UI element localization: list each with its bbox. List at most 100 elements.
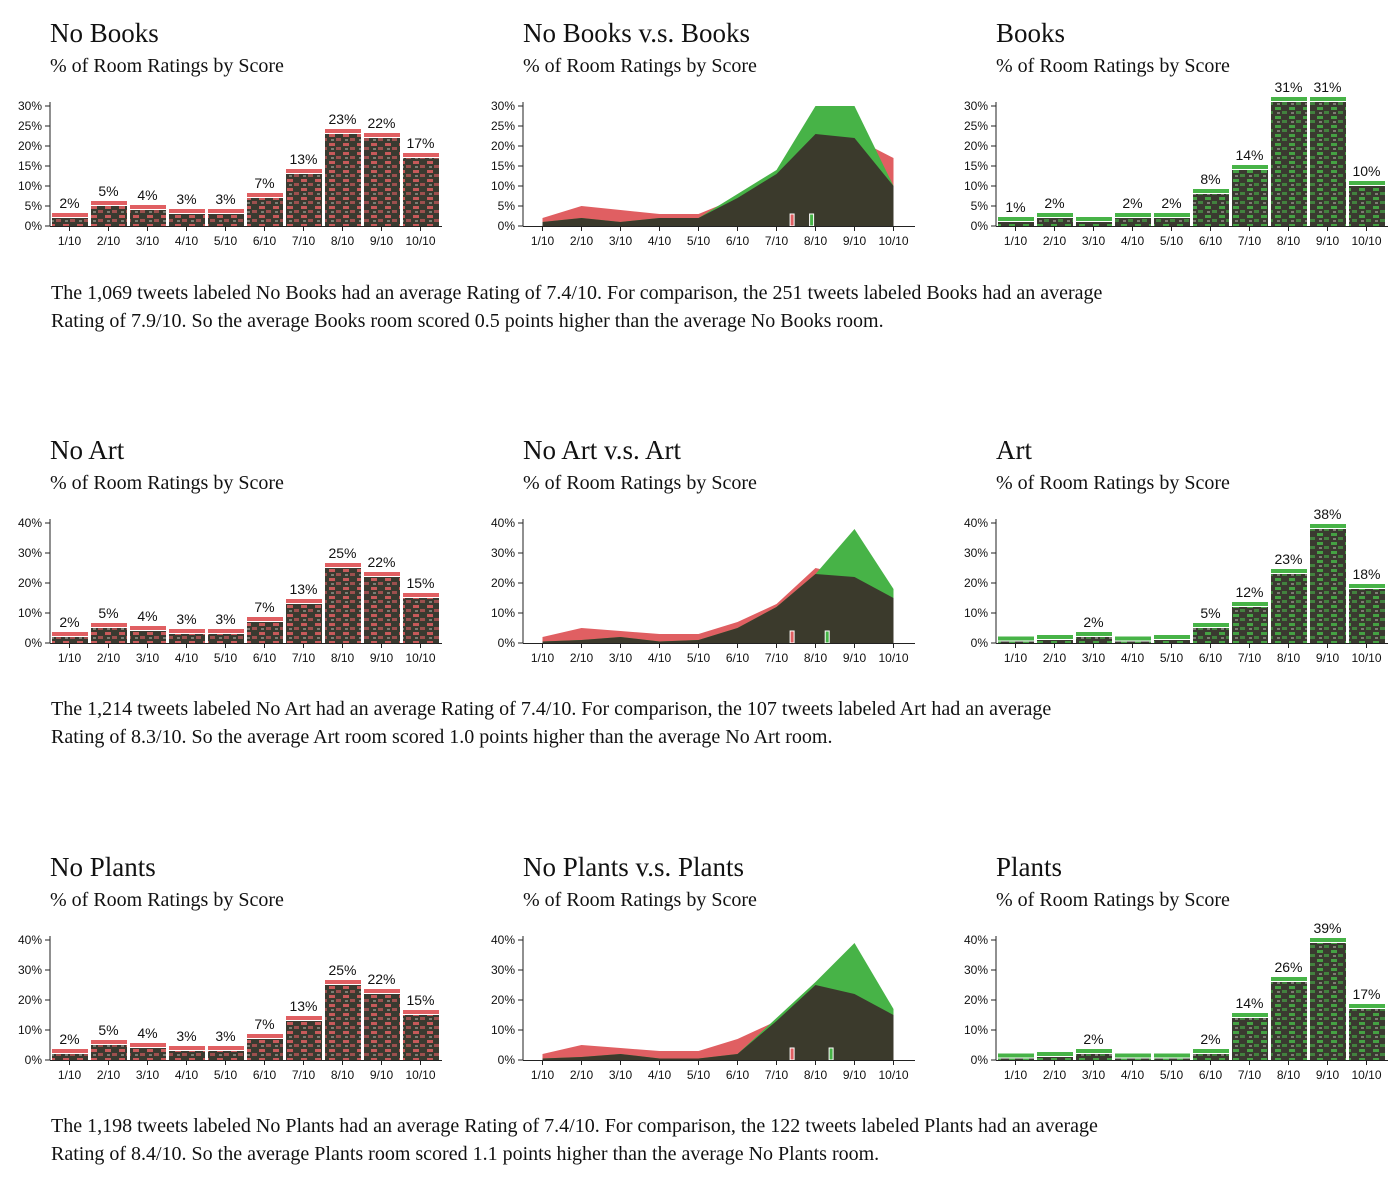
y-tick-label: 15% [964,159,988,173]
data-label: 14% [1235,995,1263,1011]
y-tick-label: 10% [18,1023,42,1037]
x-tick-label: 3/10 [1082,651,1106,665]
x-tick-label: 6/10 [253,1068,277,1082]
data-label: 5% [98,183,118,199]
data-label: 3% [176,1028,196,1044]
bar-cap [130,626,166,630]
x-tick-label: 8/10 [331,234,355,248]
data-label: 15% [406,575,434,591]
x-tick-label: 4/10 [648,234,672,248]
bar [1310,943,1346,1060]
bar [364,138,400,226]
bar-cap [1115,1053,1151,1058]
x-tick-label: 8/10 [1277,1068,1301,1082]
data-label: 38% [1313,506,1341,522]
y-tick-label: 30% [491,99,515,113]
summary-text: The 1,198 tweets labeled No Plants had a… [51,1112,1351,1168]
x-tick-label: 3/10 [136,651,160,665]
mean-marker [789,630,795,644]
chart-title: No Art v.s. Art [523,435,682,465]
bar-cap [1271,569,1307,573]
y-tick-label: 20% [18,576,42,590]
x-tick-label: 8/10 [331,1068,355,1082]
x-tick-label: 4/10 [175,651,199,665]
x-tick-label: 10/10 [405,234,435,248]
chart-subtitle: % of Room Ratings by Score [50,55,284,77]
bar [403,1015,439,1060]
summary-line: The 1,198 tweets labeled No Plants had a… [51,1115,1098,1137]
y-tick-label: 20% [18,993,42,1007]
x-tick-label: 1/10 [1004,234,1028,248]
y-tick-label: 20% [491,576,515,590]
bar-cap [325,563,361,567]
y-tick-label: 40% [964,933,988,947]
bar [998,641,1034,643]
x-tick-label: 7/10 [765,234,789,248]
y-tick-label: 0% [25,1053,43,1067]
chart-title: No Plants [50,852,156,882]
y-tick-label: 30% [964,99,988,113]
chart-subtitle: % of Room Ratings by Score [50,472,284,494]
bar [403,158,439,226]
bar [169,214,205,226]
y-tick-label: 25% [964,119,988,133]
bar [1232,170,1268,226]
data-label: 22% [367,971,395,987]
bar [52,218,88,226]
y-tick-label: 10% [964,606,988,620]
data-label: 13% [289,581,317,597]
mean-marker [789,1047,795,1061]
x-tick-label: 10/10 [878,1068,908,1082]
bar-cap [1232,1013,1268,1017]
bar-cap [1271,97,1307,101]
x-tick-label: 5/10 [687,234,711,248]
x-tick-label: 1/10 [531,651,555,665]
y-tick-label: 10% [491,179,515,193]
summary-line: Rating of 8.4/10. So the average Plants … [51,1143,880,1165]
data-label: 22% [367,115,395,131]
bar-cap [998,217,1034,221]
chart-no-art-vs-art: No Art v.s. Art % of Room Ratings by Sco… [491,433,951,693]
data-label: 2% [59,614,79,630]
data-label: 3% [215,611,235,627]
x-tick-label: 4/10 [175,234,199,248]
y-tick-label: 10% [491,1023,515,1037]
chart-subtitle: % of Room Ratings by Score [523,472,757,494]
bar-cap [1037,635,1073,639]
bar-cap [91,201,127,205]
bar-cap [364,572,400,576]
x-tick-label: 1/10 [531,1068,555,1082]
bar [247,622,283,643]
x-tick-label: 10/10 [878,234,908,248]
bar [1310,102,1346,226]
y-tick-label: 15% [491,159,515,173]
summary-text: The 1,069 tweets labeled No Books had an… [51,279,1351,335]
bar [130,1048,166,1060]
chart-books: Books % of Room Ratings by Score 0% 5% 10%… [964,16,1400,276]
x-tick-label: 3/10 [1082,234,1106,248]
bar [91,628,127,643]
overlap-area [542,134,894,226]
x-tick-label: 3/10 [1082,1068,1106,1082]
bar-cap [169,629,205,633]
bar [1076,1054,1112,1060]
data-label: 4% [137,1025,157,1041]
bar-cap [325,980,361,984]
bar-cap [169,1046,205,1050]
bar-cap [130,1043,166,1047]
bar-cap [1115,213,1151,217]
bar-cap [91,1040,127,1044]
bar-cap [286,599,322,603]
bar-cap [286,169,322,173]
data-label: 2% [1161,195,1181,211]
bar-cap [1310,938,1346,942]
bar-cap [998,636,1034,641]
y-tick-label: 30% [964,546,988,560]
data-label: 25% [328,545,356,561]
bar-cap [1154,635,1190,639]
data-label: 39% [1313,920,1341,936]
x-tick-label: 10/10 [1351,651,1381,665]
bar [1115,641,1151,643]
bar-cap [364,133,400,137]
bar [208,214,244,226]
